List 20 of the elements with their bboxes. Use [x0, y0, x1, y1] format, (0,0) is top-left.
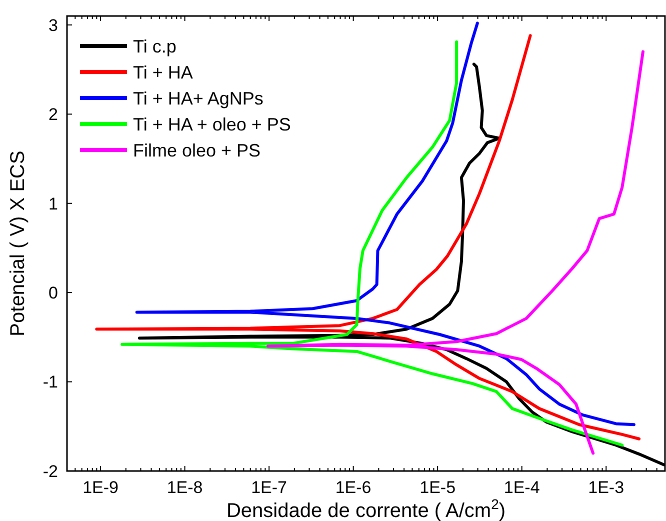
y-tick-label: 0 — [48, 284, 58, 303]
x-tick-label: 1E-9 — [82, 478, 118, 497]
x-tick-label: 1E-3 — [588, 478, 624, 497]
x-tick-label: 1E-6 — [335, 478, 372, 497]
x-tick-label: 1E-7 — [251, 478, 288, 497]
legend-label: Ti c.p — [133, 36, 176, 56]
legend-label: Ti + HA+ AgNPs — [133, 88, 264, 108]
y-tick-label: 2 — [48, 105, 58, 124]
y-tick-label: 3 — [48, 16, 58, 35]
x-axis-title: Densidade de corrente ( A/cm$^{2}$) — [226, 496, 506, 521]
y-tick-label: -1 — [42, 372, 58, 392]
y-axis-title: Potencial ( V) X ECS — [7, 150, 29, 336]
legend-label: Ti + HA — [133, 62, 193, 82]
legend-label: Filme oleo + PS — [133, 140, 261, 160]
legend-label: Ti + HA + oleo + PS — [133, 114, 291, 134]
x-tick-label: 1E-8 — [166, 478, 203, 497]
x-tick-label: 1E-4 — [504, 478, 540, 497]
y-tick-label: 1 — [48, 194, 58, 214]
y-tick-label: -2 — [42, 462, 58, 481]
x-tick-label: 1E-5 — [420, 478, 456, 497]
